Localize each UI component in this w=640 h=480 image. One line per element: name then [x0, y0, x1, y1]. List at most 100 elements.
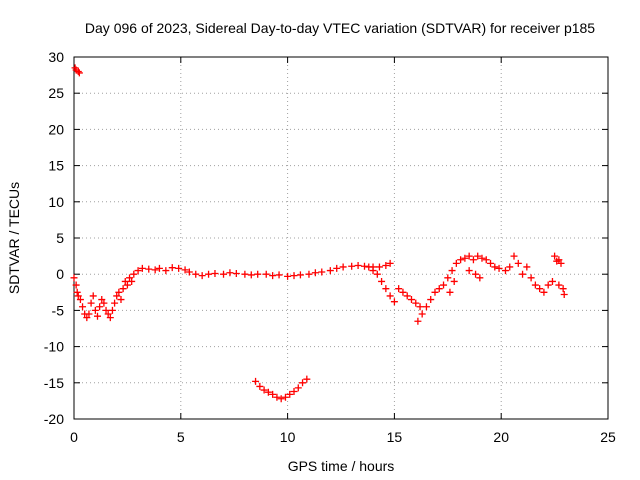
data-point	[281, 393, 289, 401]
data-point	[256, 382, 264, 390]
data-point	[461, 254, 469, 262]
data-point	[220, 270, 228, 278]
data-point	[360, 262, 368, 270]
data-point	[369, 267, 377, 275]
data-point	[523, 263, 531, 271]
data-point	[79, 303, 87, 311]
x-tick-label: 0	[70, 429, 78, 445]
x-axis-ticks: 0 5 10 15 20 25	[70, 57, 616, 445]
y-tick-label: 15	[48, 158, 64, 174]
data-point	[275, 271, 283, 279]
data-point	[414, 317, 422, 325]
data-point	[247, 271, 255, 279]
data-point	[198, 272, 206, 280]
data-point	[427, 296, 435, 304]
data-point	[472, 270, 480, 278]
data-point	[85, 310, 93, 318]
data-point	[559, 285, 567, 293]
data-point	[444, 274, 452, 282]
data-point	[395, 285, 403, 293]
data-point	[403, 292, 411, 300]
data-point	[113, 292, 121, 300]
data-point	[450, 277, 458, 285]
data-point	[211, 269, 219, 277]
data-point	[299, 379, 307, 387]
data-point	[375, 263, 383, 271]
data-point	[290, 272, 298, 280]
data-point	[416, 303, 424, 311]
data-point	[318, 268, 326, 276]
data-point	[386, 292, 394, 300]
data-point	[435, 285, 443, 293]
data-point	[487, 259, 495, 267]
data-point	[70, 274, 78, 282]
data-point	[326, 267, 334, 275]
data-point	[495, 264, 503, 272]
data-point	[390, 298, 398, 306]
data-point	[138, 264, 146, 272]
data-point	[277, 395, 285, 403]
data-point	[83, 314, 91, 322]
y-tick-label: -20	[44, 411, 64, 427]
data-point	[72, 281, 80, 289]
data-point	[87, 299, 95, 307]
data-point	[294, 384, 302, 392]
y-tick-label: -10	[44, 339, 64, 355]
data-point	[121, 277, 129, 285]
data-point	[130, 270, 138, 278]
data-point	[305, 270, 313, 278]
data-point	[96, 303, 104, 311]
data-point	[446, 288, 454, 296]
data-point	[373, 270, 381, 278]
data-point	[269, 272, 277, 280]
data-points	[70, 64, 568, 403]
data-point	[185, 268, 193, 276]
data-point	[560, 290, 568, 298]
x-axis-label: GPS time / hours	[288, 458, 395, 474]
data-point	[260, 386, 268, 394]
data-point	[111, 299, 119, 307]
y-axis-ticks: 30 25 20 15 10 5 0 -5 -10 -15 -20	[44, 49, 608, 427]
data-point	[386, 259, 394, 267]
data-point	[162, 267, 170, 275]
data-point	[286, 390, 294, 398]
data-point	[506, 263, 514, 271]
data-point	[145, 265, 153, 273]
data-point	[544, 281, 552, 289]
data-point	[232, 269, 240, 277]
data-point	[241, 270, 249, 278]
data-point	[205, 270, 213, 278]
data-point	[108, 306, 116, 314]
y-tick-label: 5	[56, 230, 64, 246]
data-point	[168, 264, 176, 272]
data-point	[254, 270, 262, 278]
data-point	[551, 252, 559, 260]
data-point	[106, 314, 114, 322]
data-point	[531, 281, 539, 289]
data-point	[74, 292, 82, 300]
y-tick-label: 0	[56, 266, 64, 282]
data-point	[192, 270, 200, 278]
x-tick-label: 10	[280, 429, 296, 445]
data-point	[482, 256, 490, 264]
data-point	[119, 285, 127, 293]
data-point	[290, 387, 298, 395]
data-point	[273, 393, 281, 401]
data-point	[465, 252, 473, 260]
data-point	[117, 296, 125, 304]
data-point	[412, 299, 420, 307]
data-point	[264, 388, 272, 396]
x-tick-label: 5	[177, 429, 185, 445]
data-point	[75, 69, 83, 77]
data-point	[102, 306, 110, 314]
data-point	[93, 312, 101, 320]
data-point	[91, 306, 99, 314]
data-point	[151, 266, 159, 274]
data-point	[303, 375, 311, 383]
data-point	[262, 270, 270, 278]
data-point	[175, 264, 183, 272]
data-point	[382, 262, 390, 270]
data-point	[519, 270, 527, 278]
data-point	[491, 263, 499, 271]
